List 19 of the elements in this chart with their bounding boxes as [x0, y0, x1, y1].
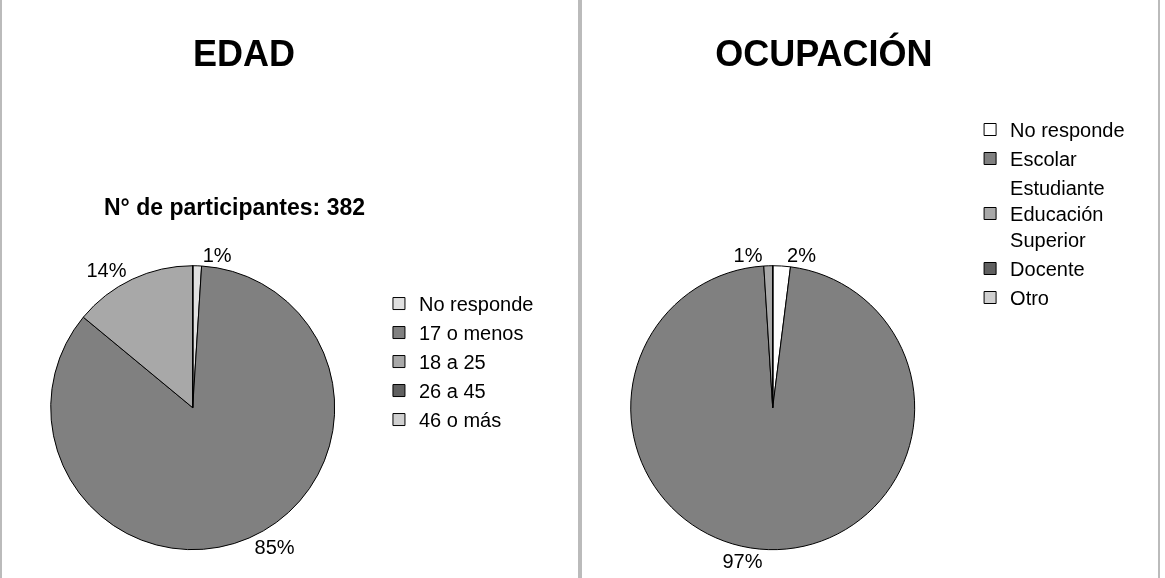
data-label: 1%	[733, 243, 763, 266]
data-label: 2%	[787, 244, 817, 267]
data-label: 97%	[722, 549, 763, 572]
legend-label: Docente	[1010, 258, 1085, 281]
data-label: 85%	[254, 536, 295, 559]
legend-label: No responde	[418, 293, 534, 316]
chart-title: OCUPACIÓN	[715, 31, 933, 74]
legend-label: Otro	[1010, 287, 1049, 310]
chart-subtitle: N° de participantes: 382	[104, 194, 366, 220]
legend-label: No responde	[1010, 119, 1125, 142]
data-label: 1%	[202, 243, 232, 266]
legend-label: 46 o más	[418, 409, 502, 432]
legend-label: 18 a 25	[418, 351, 486, 374]
chart-title: EDAD	[192, 32, 295, 74]
legend-label: Estudiante Educación Superior	[1010, 177, 1105, 252]
legend-label: 26 a 45	[418, 380, 486, 403]
legend-label: 17 o menos	[418, 322, 524, 345]
data-label: 14%	[86, 259, 127, 282]
legend-label: Escolar	[1010, 148, 1078, 171]
